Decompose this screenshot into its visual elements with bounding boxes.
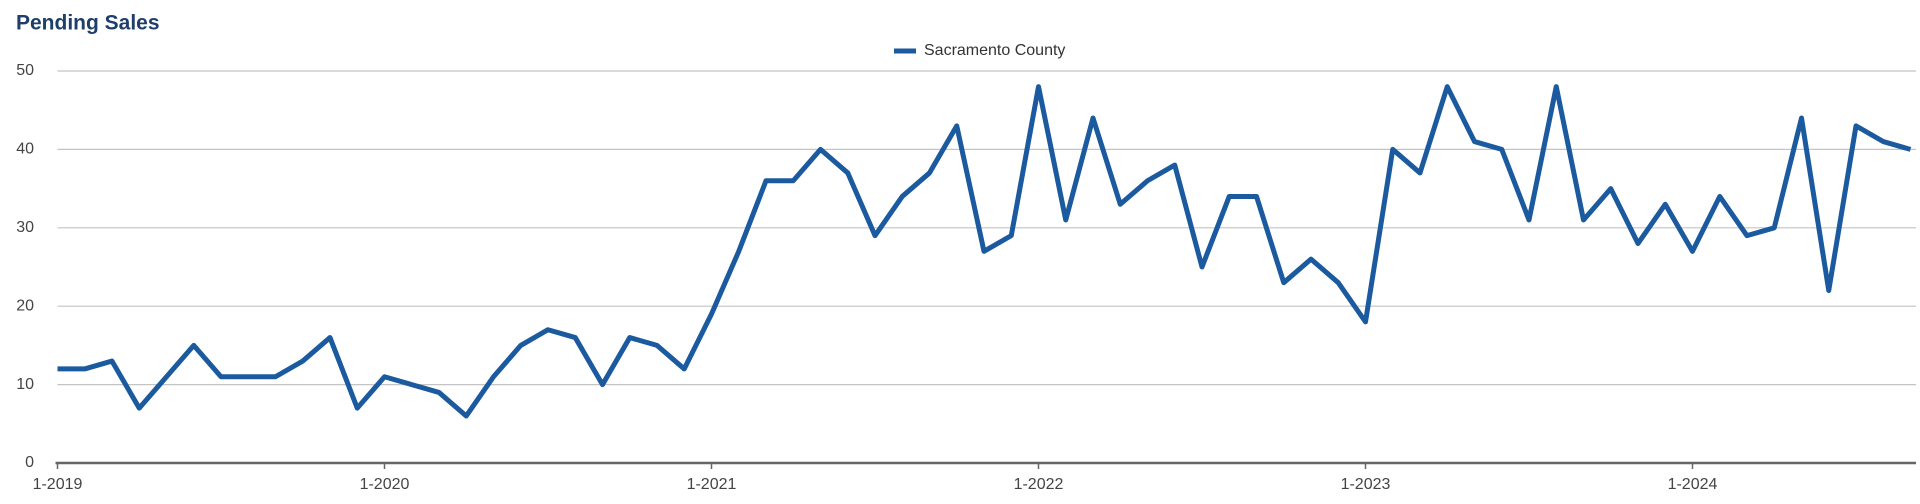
y-tick-label: 50 — [16, 62, 34, 79]
legend-label: Sacramento County — [924, 42, 1065, 59]
x-tick-label: 1-2021 — [687, 476, 737, 493]
chart-title: Pending Sales — [16, 12, 160, 35]
y-tick-label: 20 — [16, 297, 34, 314]
x-tick-label: 1-2022 — [1014, 476, 1064, 493]
x-tick-label: 1-2020 — [360, 476, 410, 493]
x-tick-label: 1-2019 — [33, 476, 83, 493]
data-line — [57, 84, 1912, 419]
y-tick-label: 40 — [16, 141, 34, 158]
y-tick-label: 0 — [25, 454, 34, 471]
x-tick-label: 1-2023 — [1341, 476, 1391, 493]
y-tick-label: 10 — [16, 376, 34, 393]
x-tick-label: 1-2024 — [1668, 476, 1718, 493]
y-tick-label: 30 — [16, 219, 34, 236]
